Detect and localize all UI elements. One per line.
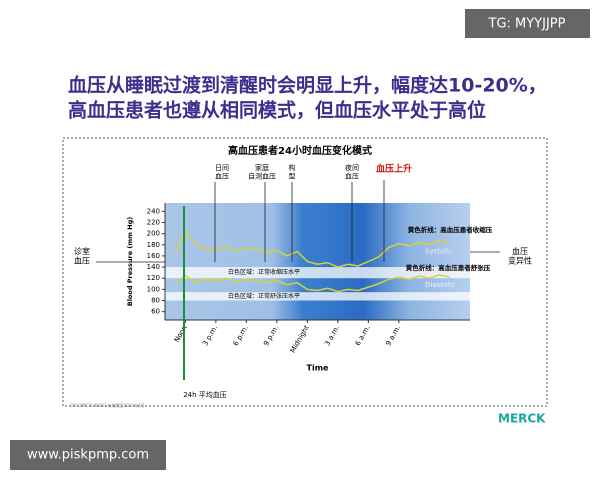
watermark-box (465, 9, 590, 38)
annotation: 构型 (289, 163, 296, 180)
legend-label: Systolic (425, 248, 452, 256)
chart-frame (62, 137, 548, 407)
y-tick-label: 200 (147, 230, 160, 238)
y-tick-label: 60 (151, 308, 160, 316)
slide-title: 高血压患者也遵从相同模式，但血压水平处于高位 (68, 99, 486, 122)
y-axis-label: Blood Pressure (mm Hg) (126, 217, 134, 307)
annotation: 24h 平均血压 (183, 390, 227, 399)
footer: CN-CONCO-00151 有效期至2023年3月 (70, 402, 144, 408)
x-tick-label: 6 p.m. (232, 324, 250, 347)
y-tick-label: 240 (147, 207, 160, 215)
logo: MERCK (498, 412, 546, 426)
x-tick-label: Noon (173, 324, 189, 344)
annotation: 诊室血压 (74, 246, 90, 266)
watermark: TG: MYYJJPP (488, 17, 566, 32)
normal-zone (165, 267, 470, 279)
x-tick-label: 3 a.m. (323, 324, 341, 347)
series-line (174, 229, 450, 268)
y-tick-label: 180 (147, 241, 160, 249)
zone-label: 白色区域：正常舒张压水平 (228, 292, 300, 300)
y-tick-label: 100 (147, 285, 160, 293)
x-tick-label: Midnight (289, 324, 311, 355)
x-axis-label: Time (307, 364, 330, 373)
y-tick-label: 160 (147, 252, 160, 260)
plot-background (165, 203, 470, 320)
annotation: 血压变异性 (508, 246, 532, 266)
y-tick-label: 140 (147, 263, 160, 271)
y-tick-label: 220 (147, 219, 160, 227)
annotation: 黄色折线：高血压患者收缩压 (408, 225, 493, 234)
x-tick-label: 9 p.m. (262, 324, 280, 347)
x-tick-label: 6 a.m. (354, 324, 372, 347)
x-tick-label: 9 a.m. (384, 324, 402, 347)
y-tick-label: 120 (147, 274, 160, 282)
y-tick-label: 80 (151, 297, 160, 305)
watermark-box (10, 440, 166, 470)
chart-title: 高血压患者24小时血压变化模式 (228, 144, 372, 157)
annotation: 血压上升 (376, 163, 412, 175)
annotation: 夜间血压 (345, 163, 359, 180)
annotation: 黄色折线：高血压患者舒张压 (406, 263, 491, 272)
annotation: 家庭自测血压 (248, 163, 276, 180)
x-tick-label: 3 p.m. (201, 324, 219, 347)
annotation: 日间血压 (215, 164, 229, 180)
zone-label: 白色区域：正常收缩压水平 (228, 268, 300, 276)
normal-zone (165, 292, 470, 301)
legend-label: Diastolic (425, 281, 455, 289)
watermark: www.piskpmp.com (27, 448, 149, 463)
slide-title: 血压从睡眠过渡到清醒时会明显上升，幅度达10-20%， (68, 74, 547, 97)
series-line (174, 274, 450, 293)
